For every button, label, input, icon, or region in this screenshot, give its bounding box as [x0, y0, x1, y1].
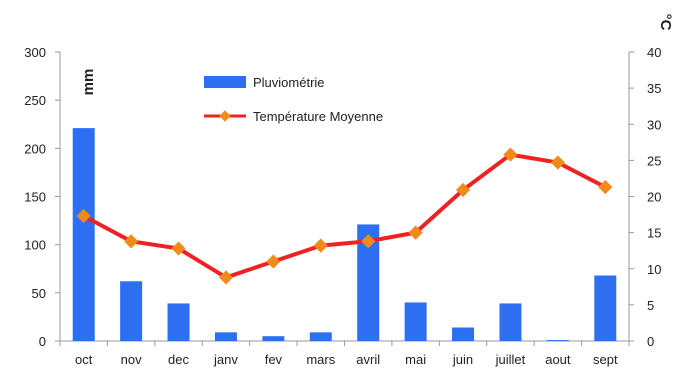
right-axis-ticks: 0 5 10 15 20 25 30 35 40 [629, 45, 661, 349]
temperature-point [455, 182, 471, 198]
x-tick-label: juin [452, 352, 473, 367]
rainfall-bar [167, 303, 190, 341]
right-tick-label: 40 [647, 45, 661, 60]
x-tick-label: avril [356, 352, 380, 367]
temperature-point [550, 155, 565, 170]
legend-bar-label: Pluviométrie [253, 75, 325, 90]
legend-line-label: Température Moyenne [253, 109, 383, 124]
x-tick-label: juillet [495, 352, 526, 367]
temperature-line [82, 152, 607, 280]
x-tick-label: aout [545, 352, 571, 367]
temperature-point [361, 234, 376, 249]
left-tick-label: 50 [32, 286, 46, 301]
right-tick-label: 20 [647, 190, 661, 205]
right-tick-label: 0 [647, 334, 654, 349]
rainfall-bar [214, 332, 237, 341]
rainfall-bars [72, 128, 617, 341]
left-axis-unit-label: mm [80, 69, 97, 96]
right-tick-label: 30 [647, 117, 661, 132]
left-tick-label: 150 [24, 190, 46, 205]
temperature-point [124, 234, 139, 249]
left-tick-label: 300 [24, 45, 46, 60]
x-tick-label: mars [306, 352, 335, 367]
temperature-point [171, 241, 186, 256]
temperature-point [218, 270, 234, 285]
legend-line-marker [219, 110, 231, 122]
x-tick-label: oct [75, 352, 93, 367]
left-tick-label: 0 [39, 334, 46, 349]
legend-bar-swatch [204, 76, 246, 88]
right-tick-label: 5 [647, 298, 654, 313]
rainfall-bar [499, 303, 522, 341]
rainfall-bar [72, 128, 95, 341]
temperature-point [266, 254, 281, 269]
right-tick-label: 10 [647, 262, 661, 277]
temperature-point [598, 180, 613, 195]
x-tick-label: dec [168, 352, 189, 367]
right-axis-unit-label: °C [657, 14, 674, 31]
x-tick-label: nov [121, 352, 142, 367]
right-tick-label: 25 [647, 153, 661, 168]
right-tick-label: 15 [647, 226, 661, 241]
rainfall-bar [120, 281, 143, 341]
x-tick-label: janv [213, 352, 238, 367]
x-tick-label: fev [265, 352, 283, 367]
x-tick-label: mai [405, 352, 426, 367]
rainfall-bar [546, 340, 569, 341]
x-axis-ticks: oct nov dec janv fev mars avril mai juin juillet a… [59, 341, 630, 367]
legend: Pluviométrie Température Moyenne [204, 75, 383, 124]
rainfall-bar [262, 336, 285, 341]
x-tick-label: sept [593, 352, 618, 367]
rainfall-bar [404, 302, 427, 341]
temperature-point [408, 225, 423, 240]
temperature-line-layer [76, 147, 613, 285]
left-tick-label: 100 [24, 238, 46, 253]
rainfall-bar [594, 275, 617, 341]
temperature-point [313, 238, 328, 253]
rainfall-bar [309, 332, 332, 341]
rainfall-bar [452, 327, 475, 341]
left-tick-label: 250 [24, 93, 46, 108]
left-tick-label: 200 [24, 141, 46, 156]
left-axis-ticks: 0 50 100 150 200 250 300 [24, 45, 60, 349]
right-tick-label: 35 [647, 81, 661, 96]
rainfall-bar [357, 224, 380, 341]
